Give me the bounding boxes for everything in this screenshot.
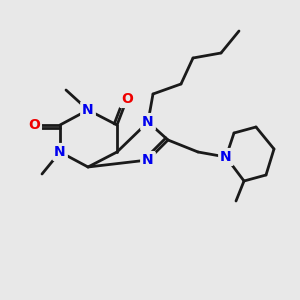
Text: N: N [82, 103, 94, 117]
Text: O: O [121, 92, 133, 106]
Text: N: N [142, 153, 154, 167]
Text: N: N [220, 150, 232, 164]
Text: N: N [142, 115, 154, 129]
Text: O: O [28, 118, 40, 132]
Text: N: N [54, 145, 66, 159]
